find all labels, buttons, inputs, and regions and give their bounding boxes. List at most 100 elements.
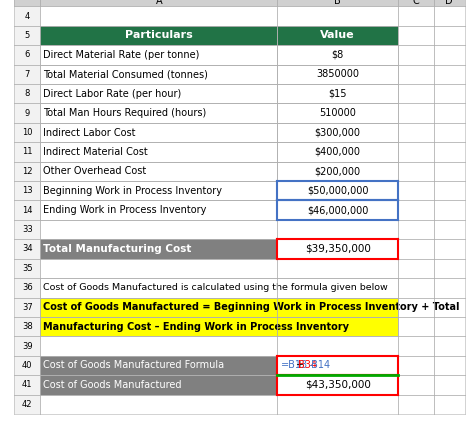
Bar: [434, 356, 465, 375]
Bar: [434, 200, 465, 220]
Bar: [14, 239, 40, 259]
Text: $15: $15: [328, 89, 347, 99]
Bar: [277, 356, 398, 375]
Bar: [14, 181, 40, 200]
Text: =B13: =B13: [281, 360, 308, 371]
Text: Total Manufacturing Cost: Total Manufacturing Cost: [43, 244, 191, 254]
Text: Indirect Labor Cost: Indirect Labor Cost: [43, 127, 136, 138]
Bar: [40, 375, 277, 395]
Text: 40: 40: [22, 361, 33, 370]
Bar: [398, 26, 434, 45]
Bar: [40, 278, 277, 298]
Bar: [398, 375, 434, 395]
Bar: [40, 103, 277, 123]
Bar: [277, 84, 398, 103]
Text: 38: 38: [22, 322, 33, 331]
Bar: [277, 259, 398, 278]
Bar: [14, 6, 40, 26]
Text: 35: 35: [22, 264, 33, 273]
Text: Indirect Material Cost: Indirect Material Cost: [43, 147, 148, 157]
Bar: [40, 84, 277, 103]
Text: Particulars: Particulars: [125, 30, 192, 41]
Bar: [40, 181, 277, 200]
Bar: [398, 103, 434, 123]
Bar: [277, 356, 398, 375]
Text: 7: 7: [25, 70, 30, 79]
Text: Cost of Goods Manufactured: Cost of Goods Manufactured: [43, 380, 182, 390]
Text: 5: 5: [25, 31, 30, 40]
Bar: [398, 317, 434, 336]
Text: Ending Work in Process Inventory: Ending Work in Process Inventory: [43, 205, 207, 215]
Bar: [40, 336, 277, 356]
Text: D: D: [445, 0, 453, 6]
Bar: [14, 123, 40, 142]
Bar: [40, 123, 277, 142]
Bar: [40, 65, 277, 84]
Bar: [398, 278, 434, 298]
Text: 36: 36: [22, 283, 33, 292]
Text: 37: 37: [22, 303, 33, 312]
Text: 42: 42: [22, 400, 33, 409]
Bar: [277, 6, 398, 26]
Bar: [14, 298, 40, 317]
Bar: [434, 103, 465, 123]
Bar: [277, 162, 398, 181]
Bar: [277, 65, 398, 84]
Text: Total Man Hours Required (hours): Total Man Hours Required (hours): [43, 108, 206, 118]
Bar: [434, 395, 465, 414]
Bar: [277, 239, 398, 259]
Bar: [434, 259, 465, 278]
Text: 10: 10: [22, 128, 33, 137]
Bar: [40, 181, 277, 200]
Text: $400,000: $400,000: [315, 147, 361, 157]
Bar: [277, 375, 398, 395]
Bar: [40, 317, 398, 336]
Bar: [434, 239, 465, 259]
Bar: [14, 200, 40, 220]
Bar: [277, 181, 398, 200]
Text: 510000: 510000: [319, 108, 356, 118]
Bar: [434, 375, 465, 395]
Bar: [40, 142, 277, 162]
Bar: [40, 356, 277, 375]
Bar: [40, 220, 277, 239]
Bar: [40, 395, 277, 414]
Text: Value: Value: [320, 30, 355, 41]
Bar: [40, 375, 277, 395]
Bar: [277, 395, 398, 414]
Text: 34: 34: [22, 244, 33, 254]
Bar: [14, 26, 40, 45]
Bar: [40, 259, 277, 278]
Text: 4: 4: [25, 11, 30, 21]
Bar: [277, 103, 398, 123]
Text: 33: 33: [22, 225, 33, 234]
Bar: [40, 0, 277, 6]
Bar: [40, 45, 277, 65]
Text: $43,350,000: $43,350,000: [305, 380, 371, 390]
Text: $8: $8: [332, 50, 344, 60]
Bar: [40, 298, 277, 317]
Text: Direct Labor Rate (per hour): Direct Labor Rate (per hour): [43, 89, 182, 99]
Bar: [398, 181, 434, 200]
Bar: [14, 375, 40, 395]
Text: A: A: [155, 0, 162, 6]
Text: 13: 13: [22, 186, 33, 195]
Bar: [14, 162, 40, 181]
Bar: [40, 26, 277, 45]
Bar: [40, 142, 277, 162]
Bar: [277, 142, 398, 162]
Bar: [40, 239, 277, 259]
Text: 8: 8: [25, 89, 30, 98]
Bar: [277, 336, 398, 356]
Text: Beginning Work in Process Inventory: Beginning Work in Process Inventory: [43, 186, 222, 196]
Bar: [398, 259, 434, 278]
Bar: [40, 26, 277, 45]
Bar: [434, 84, 465, 103]
Bar: [277, 26, 398, 45]
Bar: [14, 45, 40, 65]
Bar: [434, 317, 465, 336]
Bar: [277, 123, 398, 142]
Text: $39,350,000: $39,350,000: [305, 244, 371, 254]
Bar: [398, 123, 434, 142]
Bar: [398, 65, 434, 84]
